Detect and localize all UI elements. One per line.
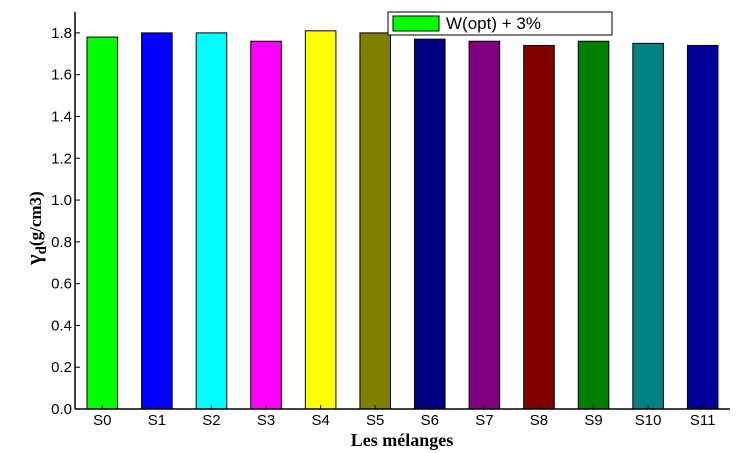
bar-s10 [632, 42, 664, 410]
legend-label: W(opt) + 3% [446, 14, 541, 33]
x-tick-label: S7 [475, 412, 493, 429]
bar-s0 [86, 36, 119, 410]
y-tick-label: 0.0 [51, 401, 72, 418]
x-tick-label: S8 [530, 412, 548, 429]
x-tick-label: S2 [202, 412, 220, 429]
legend: W(opt) + 3% [387, 11, 613, 36]
y-tick-label: 1.2 [51, 150, 72, 167]
x-tick-label: S4 [311, 412, 329, 429]
x-tick-label: S9 [584, 412, 602, 429]
y-axis-title-unit: (g/cm3) [26, 191, 45, 246]
y-tick-label: 0.8 [51, 234, 72, 251]
y-tick-label: 0.2 [51, 359, 72, 376]
y-tick-label: 0.4 [51, 317, 72, 334]
bar-s1 [141, 32, 173, 410]
legend-swatch [392, 15, 440, 32]
legend-box [387, 11, 613, 36]
y-axis-title: γd(g/cm3) [21, 191, 50, 265]
x-tick-label: S6 [421, 412, 439, 429]
y-axis-title-main: γ [21, 254, 46, 265]
x-tick-label: S5 [366, 412, 384, 429]
y-tick-label: 1.4 [51, 108, 72, 125]
x-tick-label: S10 [635, 412, 662, 429]
y-tick-label: 1.6 [51, 67, 72, 84]
bar-s9 [577, 40, 610, 410]
bar-s8 [523, 44, 555, 410]
bar-s5 [359, 32, 391, 410]
y-tick-label: 0.6 [51, 276, 72, 293]
x-axis-title: Les mélanges [351, 430, 454, 450]
x-tick-label: S11 [690, 412, 716, 429]
bar-s6 [414, 38, 446, 410]
y-tick-label: 1.8 [51, 25, 72, 42]
x-tick-label: S3 [257, 412, 275, 429]
bar-s4 [304, 30, 337, 410]
x-ticks-group: S0 S1 S2 S3 S4 S5 S6 S7 S8 S9 S10 S11 [93, 405, 715, 429]
y-axis-title-sub: d [34, 245, 50, 254]
bars-group [86, 30, 719, 410]
bar-s11 [686, 44, 719, 410]
y-ticks-group: 0.0 0.2 0.4 0.6 0.8 1.0 1.2 1.4 1.6 1.8 [51, 25, 80, 418]
x-tick-label: S1 [148, 412, 166, 429]
bar-s7 [468, 40, 501, 410]
y-tick-label: 1.0 [51, 192, 72, 209]
bar-s2 [195, 32, 228, 410]
x-tick-label: S0 [93, 412, 111, 429]
bar-s3 [250, 40, 282, 410]
